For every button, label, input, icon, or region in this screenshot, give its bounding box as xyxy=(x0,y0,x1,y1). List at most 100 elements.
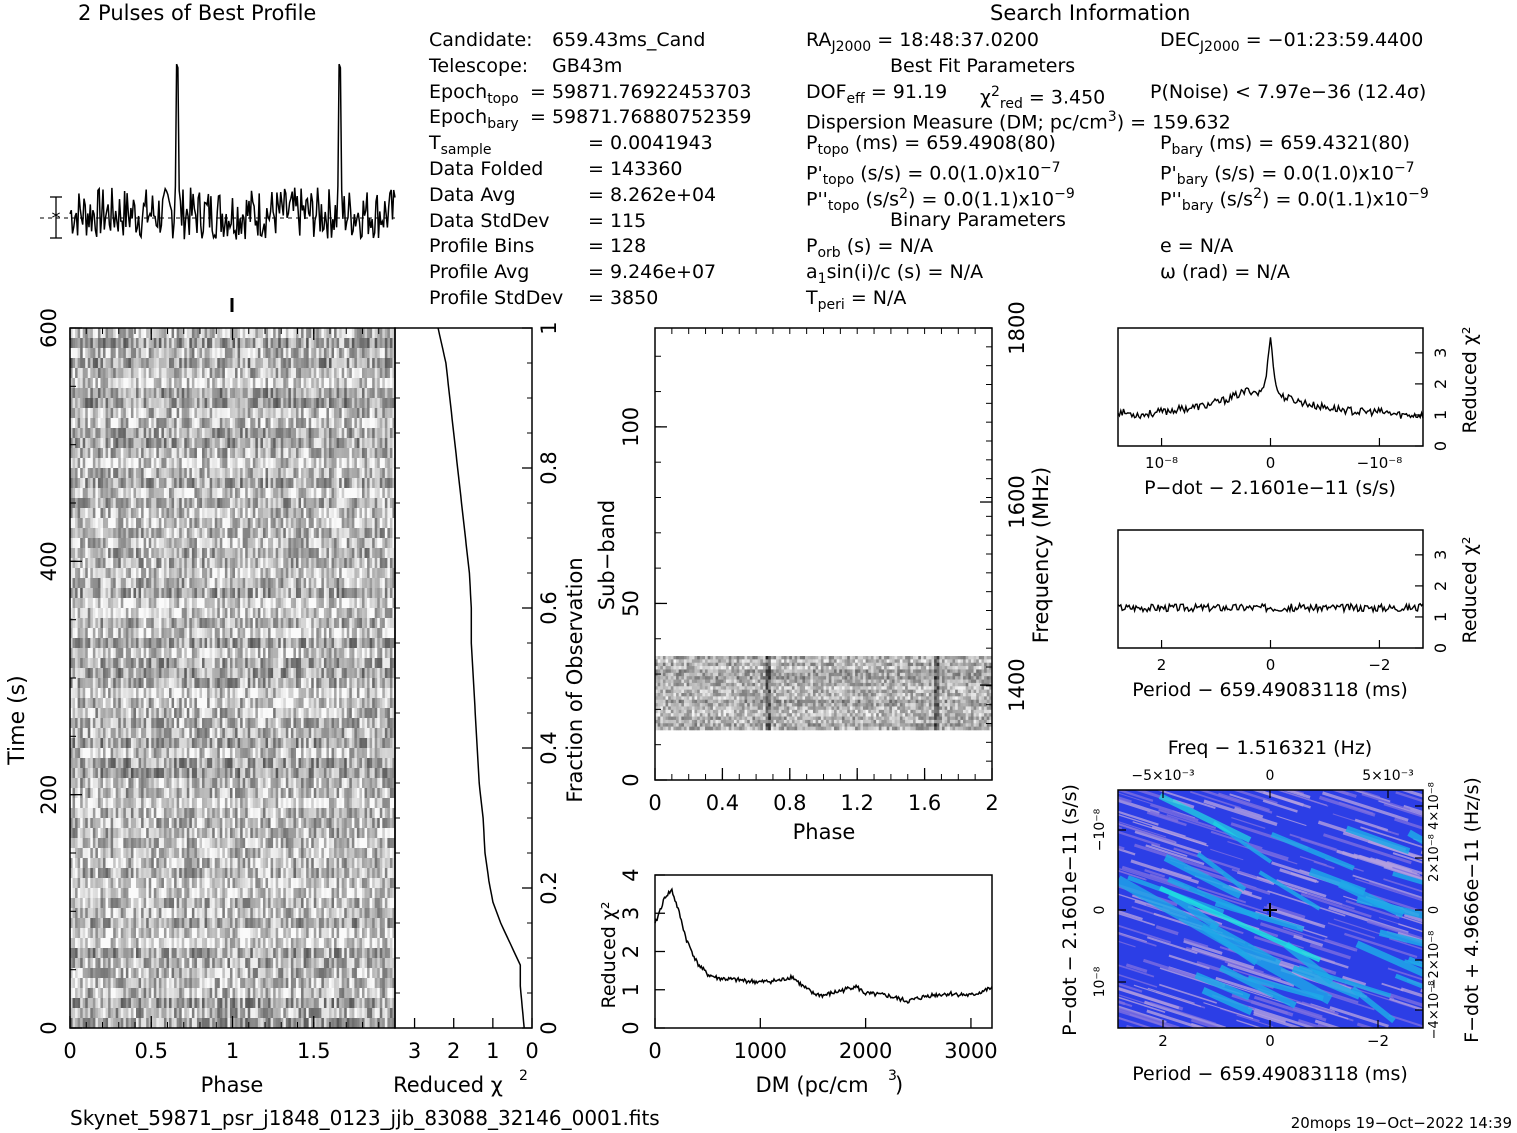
heat-cell xyxy=(85,468,89,479)
heat-cell xyxy=(306,548,309,559)
heat-cell xyxy=(372,358,375,369)
heat-cell xyxy=(354,508,358,519)
heat-cell xyxy=(260,588,264,599)
heat-cell xyxy=(356,508,360,519)
heat-cell xyxy=(82,338,86,349)
heat-cell xyxy=(247,448,251,459)
heat-cell xyxy=(105,448,109,459)
heat-cell xyxy=(235,368,238,379)
heat-cell xyxy=(247,368,251,379)
heat-cell xyxy=(100,378,104,389)
heat-cell xyxy=(354,568,358,579)
heat-cell xyxy=(265,598,269,609)
heat-cell xyxy=(217,458,221,469)
heat-cell xyxy=(176,478,180,489)
heat-cell xyxy=(125,398,129,409)
heat-cell xyxy=(207,328,210,339)
heat-cell xyxy=(229,678,233,689)
heat-cell xyxy=(283,348,287,359)
heat-cell xyxy=(169,698,172,709)
heat-cell xyxy=(295,618,299,629)
heat-cell xyxy=(163,518,167,529)
heat-cell xyxy=(143,418,147,429)
heat-cell xyxy=(262,608,266,619)
heat-cell xyxy=(247,688,251,699)
heat-cell xyxy=(130,628,134,639)
heat-cell xyxy=(372,558,375,569)
heat-cell xyxy=(321,698,325,709)
heat-cell xyxy=(339,348,342,359)
heat-cell xyxy=(148,558,152,569)
heat-cell xyxy=(219,648,223,659)
heat-cell xyxy=(80,438,83,449)
heat-cell xyxy=(280,548,284,559)
heat-cell xyxy=(90,618,94,629)
heat-cell xyxy=(346,658,350,669)
heat-cell xyxy=(130,428,134,439)
heat-cell xyxy=(301,658,304,669)
heat-cell xyxy=(306,498,309,509)
heat-cell xyxy=(194,488,198,499)
heat-cell xyxy=(369,438,373,449)
heat-cell xyxy=(77,428,81,439)
heat-cell xyxy=(207,348,210,359)
heat-cell xyxy=(179,528,183,539)
heat-cell xyxy=(148,408,152,419)
heat-cell xyxy=(103,398,106,409)
heat-cell xyxy=(336,528,340,539)
heat-cell xyxy=(295,358,299,369)
heat-cell xyxy=(110,428,114,439)
heat-cell xyxy=(181,488,185,499)
heat-cell xyxy=(334,608,337,619)
heat-cell xyxy=(331,458,335,469)
heat-cell xyxy=(331,548,335,559)
heat-cell xyxy=(328,478,332,489)
heat-cell xyxy=(186,588,190,599)
heat-cell xyxy=(346,538,350,549)
heat-cell xyxy=(161,588,165,599)
heat-cell xyxy=(349,598,353,609)
heat-cell xyxy=(90,378,94,389)
heat-cell xyxy=(146,328,150,339)
heat-cell xyxy=(130,688,134,699)
heat-cell xyxy=(80,538,83,549)
heat-cell xyxy=(166,378,170,389)
heat-cell xyxy=(265,658,269,669)
heat-cell xyxy=(212,358,216,369)
heat-cell xyxy=(219,548,223,559)
heat-cell xyxy=(257,338,261,349)
heat-cell xyxy=(367,488,370,499)
heat-cell xyxy=(229,608,233,619)
heat-cell xyxy=(252,568,256,579)
heat-cell xyxy=(138,408,142,419)
heat-cell xyxy=(222,548,226,559)
heat-cell xyxy=(212,448,216,459)
heat-cell xyxy=(77,478,81,489)
heat-cell xyxy=(95,438,99,449)
heat-cell xyxy=(92,518,96,529)
heat-cell xyxy=(374,558,378,569)
heat-cell xyxy=(354,488,358,499)
heat-cell xyxy=(240,498,243,509)
heat-cell xyxy=(268,608,271,619)
heat-cell xyxy=(100,558,104,569)
heat-cell xyxy=(123,678,127,689)
heat-cell xyxy=(100,448,104,459)
heat-cell xyxy=(75,388,78,399)
heat-cell xyxy=(262,458,266,469)
heat-cell xyxy=(374,398,378,409)
heat-cell xyxy=(270,648,274,659)
heat-cell xyxy=(227,698,231,709)
heat-cell xyxy=(336,458,340,469)
heat-cell xyxy=(275,498,279,509)
heat-cell xyxy=(346,348,350,359)
heat-cell xyxy=(285,648,289,659)
heat-cell xyxy=(202,688,205,699)
heat-cell xyxy=(331,448,335,459)
heat-cell xyxy=(318,458,322,469)
heat-cell xyxy=(379,538,383,549)
heat-cell xyxy=(270,628,274,639)
heat-cell xyxy=(242,618,246,629)
heat-cell xyxy=(72,638,76,649)
heat-cell xyxy=(87,628,91,639)
